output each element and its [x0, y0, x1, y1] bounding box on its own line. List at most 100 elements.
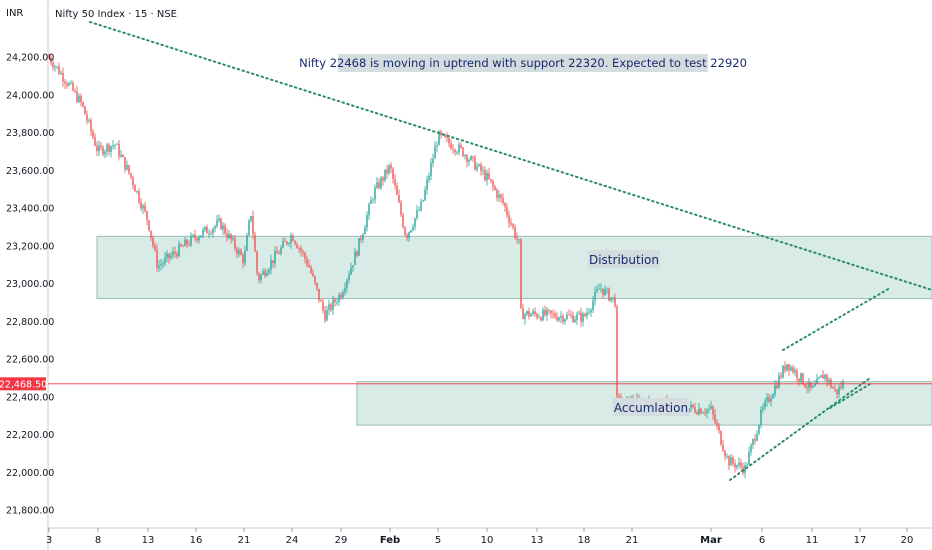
candle-body — [332, 299, 334, 310]
candle-body — [706, 409, 708, 413]
candle-body — [568, 314, 570, 316]
candle-body — [268, 269, 270, 274]
resistance-trendline[interactable] — [89, 21, 932, 291]
candle-body — [160, 264, 162, 266]
candle-body — [50, 57, 52, 63]
candle-body — [800, 373, 802, 382]
candle-body — [744, 465, 746, 474]
candle-body — [440, 131, 442, 135]
candle-body — [386, 169, 388, 174]
candle-body — [458, 144, 460, 153]
candle-body — [582, 313, 584, 322]
candle-body — [716, 422, 718, 426]
candle-body — [726, 456, 728, 457]
svg-text:Accumlation: Accumlation — [614, 401, 688, 415]
candle-body — [226, 233, 228, 238]
zone-distribution[interactable] — [96, 235, 932, 300]
candle-body — [756, 433, 758, 441]
candle-body — [188, 244, 190, 246]
candle-body — [100, 145, 102, 148]
candle-body — [822, 375, 824, 379]
candle-body — [422, 200, 424, 202]
candle-body — [228, 233, 230, 238]
currency-label: INR — [6, 8, 23, 19]
candle-body — [606, 288, 608, 290]
candle-body — [244, 250, 246, 264]
candle-body — [300, 248, 302, 252]
candle-body — [480, 164, 482, 172]
zone-label-accumulation: Accumlation — [613, 398, 689, 416]
candle-body — [330, 304, 332, 310]
candle-body — [728, 456, 730, 466]
channel-upper-trendline[interactable] — [782, 287, 891, 351]
candle-body — [452, 148, 454, 150]
candle-body — [270, 260, 272, 270]
candle-body — [436, 145, 438, 147]
candle-body — [542, 309, 544, 321]
candle-body — [562, 315, 564, 322]
candle-body — [144, 205, 146, 211]
x-tick-label: 21 — [626, 535, 639, 546]
candle-body — [746, 464, 748, 466]
candle-body — [128, 165, 130, 174]
candle-body — [444, 134, 446, 138]
candle-body — [114, 144, 116, 146]
candle-body — [818, 377, 820, 379]
candle-body — [816, 378, 818, 384]
candle-body — [500, 194, 502, 198]
candle-body — [366, 215, 368, 228]
candle-body — [590, 309, 592, 313]
candle-body — [400, 202, 402, 215]
candle-body — [374, 187, 376, 200]
x-tick-label: 17 — [854, 535, 867, 546]
candle-body — [700, 408, 702, 414]
candle-body — [316, 282, 318, 289]
x-tick-label: 6 — [759, 535, 765, 546]
candle-body — [58, 66, 60, 74]
candle-body — [232, 238, 234, 240]
candle-body — [224, 225, 226, 234]
candle-body — [284, 241, 286, 243]
candle-body — [216, 220, 218, 226]
candle-body — [256, 251, 258, 274]
candle-body — [86, 114, 88, 121]
candle-body — [248, 220, 250, 236]
candle-body — [552, 313, 554, 315]
candle-body — [96, 145, 98, 152]
candle-body — [390, 165, 392, 169]
candle-body — [708, 408, 710, 410]
candle-body — [522, 308, 524, 320]
candle-body — [98, 145, 100, 152]
candle-body — [360, 238, 362, 240]
candle-body — [214, 225, 216, 229]
candle-body — [498, 194, 500, 198]
candle-body — [550, 310, 552, 314]
candle-body — [516, 237, 518, 240]
candle-body — [356, 251, 358, 256]
candle-body — [464, 155, 466, 157]
candle-body — [790, 367, 792, 371]
candle-body — [724, 451, 726, 457]
candle-body — [770, 398, 772, 402]
candle-body — [576, 314, 578, 320]
candle-body — [290, 235, 292, 244]
candle-body — [388, 165, 390, 174]
candle-body — [382, 177, 384, 181]
candle-body — [398, 194, 400, 203]
candle-body — [438, 131, 440, 146]
candle-body — [136, 191, 138, 192]
candle-body — [802, 373, 804, 385]
candle-body — [76, 91, 78, 102]
candle-body — [430, 163, 432, 177]
candle-body — [74, 90, 76, 92]
candle-body — [692, 404, 694, 408]
candle-body — [296, 244, 298, 249]
x-tick-label: 3 — [46, 535, 52, 546]
support-trendline-1[interactable] — [729, 377, 871, 481]
candle-body — [362, 234, 364, 240]
candle-body — [592, 300, 594, 310]
candle-body — [118, 144, 120, 157]
candle-body — [588, 312, 590, 313]
candle-body — [598, 289, 600, 290]
